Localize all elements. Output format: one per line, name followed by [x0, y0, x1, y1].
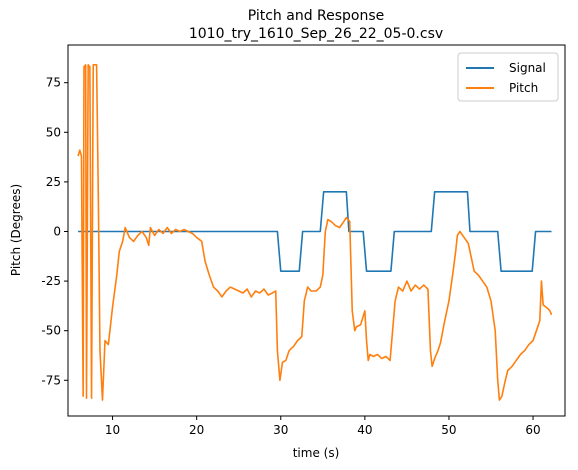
- x-tick-label: 10: [105, 423, 120, 437]
- x-axis-label: time (s): [293, 446, 340, 460]
- x-tick-label: 60: [525, 423, 540, 437]
- x-tick-label: 30: [273, 423, 288, 437]
- legend-pitch-label: Pitch: [509, 81, 538, 95]
- y-tick-label: 50: [46, 125, 61, 139]
- legend-signal-label: Signal: [509, 61, 546, 75]
- chart-title: Pitch and Response: [248, 8, 385, 24]
- plot-frame: [67, 44, 566, 417]
- y-tick-label: -50: [41, 324, 61, 338]
- y-tick-label: -75: [41, 373, 61, 387]
- y-axis-ticks: -75 -50 -25 0 25 50 75: [41, 76, 68, 387]
- y-tick-label: 0: [53, 224, 61, 238]
- x-axis-ticks: 10 20 30 40 50 60: [105, 416, 541, 437]
- x-tick-label: 50: [441, 423, 456, 437]
- y-tick-label: 75: [46, 76, 61, 90]
- series-line-pitch: [77, 64, 553, 401]
- y-axis-label: Pitch (Degrees): [9, 184, 23, 276]
- x-tick-label: 40: [357, 423, 372, 437]
- series-line-signal: [78, 191, 552, 272]
- y-tick-label: -25: [41, 274, 61, 288]
- x-tick-label: 20: [189, 423, 204, 437]
- y-tick-label: 25: [46, 175, 61, 189]
- legend: Signal Pitch: [457, 52, 559, 102]
- chart-subtitle: 1010_try_1610_Sep_26_22_05-0.csv: [189, 26, 443, 42]
